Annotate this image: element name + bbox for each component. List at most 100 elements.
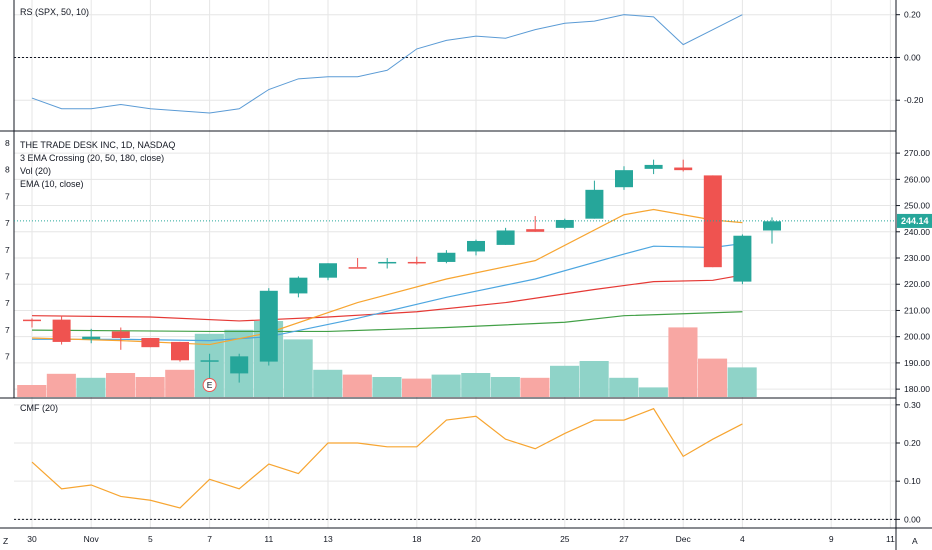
x-tick-label: 4 — [740, 534, 745, 544]
candle-body — [82, 336, 101, 340]
volume-bar — [372, 377, 402, 397]
price-tick-label: 230.00 — [904, 253, 930, 263]
candle-body — [703, 175, 722, 268]
indicator-label-volume: Vol (20) — [20, 166, 51, 176]
x-tick-label: 9 — [829, 534, 834, 544]
candle-body — [644, 164, 663, 169]
last-price-label: 244.14 — [901, 216, 929, 226]
volume-bar — [461, 373, 491, 397]
x-tick-label: 30 — [27, 534, 37, 544]
candle-body — [615, 170, 633, 188]
candle-body — [23, 319, 41, 322]
price-tick-label: 210.00 — [904, 305, 930, 315]
x-tick-label: Dec — [676, 534, 692, 544]
left-scale-label: 8 — [5, 165, 10, 175]
candle-body — [348, 267, 367, 269]
volume-bar — [106, 373, 136, 397]
x-tick-label: 7 — [207, 534, 212, 544]
volume-bar — [165, 369, 195, 397]
rs-line — [31, 14, 743, 114]
candle-body — [111, 331, 130, 338]
x-tick-label: 18 — [412, 534, 422, 544]
indicator-label-ema-crossing: 3 EMA Crossing (20, 50, 180, close) — [20, 153, 164, 163]
volume-bar — [550, 365, 580, 397]
x-tick-label: 20 — [471, 534, 481, 544]
left-scale-label: 7 — [5, 191, 10, 201]
left-scale-label: 7 — [5, 272, 10, 282]
candle-body — [171, 341, 189, 361]
earnings-marker — [202, 378, 217, 392]
candle-body — [289, 277, 308, 294]
left-scale-label: 7 — [5, 245, 10, 255]
candle-body — [200, 360, 219, 362]
candle-body — [378, 261, 397, 264]
corner-label-right[interactable]: A — [912, 536, 918, 546]
candle-body — [259, 290, 278, 362]
candle-body — [141, 337, 160, 348]
ema180-line — [31, 311, 743, 333]
volume-bar — [668, 327, 698, 397]
price-tick-label: 190.00 — [904, 358, 930, 368]
volume-bar — [490, 377, 520, 397]
volume-bar — [698, 358, 728, 397]
volume-bar — [283, 339, 313, 397]
cmf-pane-title: CMF (20) — [20, 403, 58, 413]
cmf-tick-label: 0.30 — [904, 400, 921, 410]
x-tick-label: 11 — [264, 534, 273, 544]
volume-bar — [17, 385, 47, 397]
rs-tick-label: -0.20 — [904, 95, 924, 105]
price-tick-label: 240.00 — [904, 227, 930, 237]
volume-bar — [135, 377, 165, 397]
volume-bar — [342, 374, 372, 397]
rs-series-line — [31, 14, 743, 114]
candle-body — [674, 167, 693, 171]
indicator-label-ema10: EMA (10, close) — [20, 179, 84, 189]
candle-body — [496, 230, 515, 245]
corner-label-left[interactable]: Z — [3, 536, 8, 546]
candle-body — [585, 189, 604, 219]
cmf-tick-label: 0.10 — [904, 476, 921, 486]
volume-bar — [638, 387, 668, 397]
grid-layer — [14, 0, 896, 528]
volume-bar — [609, 377, 639, 397]
candle-body — [763, 221, 781, 231]
x-tick-label: 11 — [886, 534, 895, 544]
x-tick-label: 25 — [560, 534, 570, 544]
x-tick-label: Nov — [84, 534, 100, 544]
price-tick-label: 260.00 — [904, 174, 930, 184]
left-scale-label: 7 — [5, 298, 10, 308]
volume-bar — [579, 361, 609, 397]
rs-tick-label: 0.00 — [904, 52, 921, 62]
ema20-line — [32, 242, 743, 342]
price-tick-label: 220.00 — [904, 279, 930, 289]
candle-body — [467, 240, 485, 252]
candle-body — [52, 319, 71, 342]
candle-body — [526, 229, 545, 232]
cmf-series-line — [31, 407, 743, 509]
chart-symbol-title: THE TRADE DESK INC, 1D, NASDAQ — [20, 140, 175, 150]
cmf-line — [31, 407, 743, 509]
earnings-marker-label: E — [207, 380, 213, 390]
candle-body — [555, 219, 574, 228]
x-tick-label: 5 — [148, 534, 153, 544]
price-tick-label: 200.00 — [904, 332, 930, 342]
volume-bar — [313, 369, 343, 397]
volume-bar — [727, 367, 757, 397]
cmf-tick-label: 0.20 — [904, 438, 921, 448]
left-scale-label: 8 — [5, 138, 10, 148]
price-tick-label: 250.00 — [904, 201, 930, 211]
x-tick-label: 27 — [619, 534, 629, 544]
rs-pane-title: RS (SPX, 50, 10) — [20, 7, 89, 17]
volume-bar — [431, 374, 461, 397]
volume-bar — [76, 377, 106, 397]
ema50-line — [31, 274, 743, 322]
axis-labels: 30 Nov 5 7 11 13 18 20 25 27 Dec 4 9 11 270.00 260.00 25… — [5, 10, 932, 544]
left-scale-label: 7 — [5, 218, 10, 228]
left-scale-label: 7 — [5, 352, 10, 362]
volume-bar — [46, 373, 76, 397]
candle-body — [437, 252, 456, 262]
candle-body — [733, 235, 752, 282]
candlesticks — [23, 159, 781, 383]
